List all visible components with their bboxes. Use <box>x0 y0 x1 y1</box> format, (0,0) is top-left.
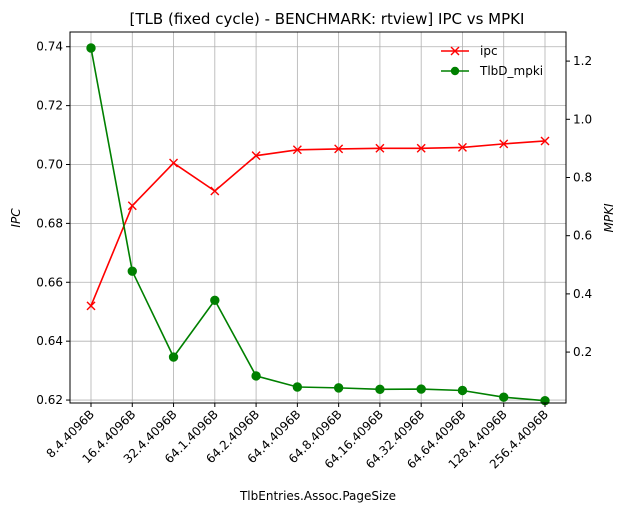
data-point-TlbD_mpki <box>416 384 426 394</box>
legend: ipc TlbD_mpki <box>441 44 543 78</box>
grid <box>70 32 566 403</box>
data-point-ipc <box>169 158 179 168</box>
x-marker-stroke <box>499 139 509 149</box>
x-marker-stroke <box>251 151 261 161</box>
data-point-ipc <box>334 144 344 154</box>
data-point-ipc <box>251 151 261 161</box>
x-marker-stroke <box>457 142 467 152</box>
y-axis-label-left: IPC <box>9 208 23 228</box>
y-axis-label-right: MPKI <box>602 203 616 232</box>
x-marker-stroke <box>127 201 137 211</box>
data-point-TlbD_mpki <box>127 266 137 276</box>
data-point-TlbD_mpki <box>375 384 385 395</box>
x-marker-stroke <box>86 301 96 311</box>
data-point-TlbD_mpki <box>168 352 179 362</box>
x-marker-stroke <box>334 144 344 154</box>
y-tick-label-right: 1.2 <box>573 54 592 68</box>
series-line-ipc <box>90 140 546 307</box>
x-marker-stroke <box>375 143 385 153</box>
x-marker-stroke <box>169 158 179 168</box>
data-point-ipc <box>292 145 302 155</box>
legend-marker-TlbD_mpki <box>450 66 460 76</box>
y-tick-label-left: 0.72 <box>36 99 63 113</box>
data-point-TlbD_mpki <box>333 383 344 393</box>
data-point-TlbD_mpki <box>457 385 468 396</box>
data-point-ipc <box>210 186 220 196</box>
y-tick-label-right: 0.6 <box>573 229 592 243</box>
data-point-TlbD_mpki <box>251 371 261 381</box>
y-tick-label-left: 0.66 <box>36 275 63 289</box>
y-tick-label-left: 0.64 <box>36 334 63 348</box>
data-point-TlbD_mpki <box>86 43 96 53</box>
x-marker-stroke <box>416 143 426 153</box>
plot-frame <box>69 31 567 404</box>
data-point-ipc <box>540 136 550 146</box>
data-point-ipc <box>457 142 467 152</box>
data-point-ipc <box>127 201 137 211</box>
y-tick-label-right: 1.0 <box>573 112 592 126</box>
legend-label-TlbD_mpki: TlbD_mpki <box>479 64 543 78</box>
chart-title: [TLB (fixed cycle) - BENCHMARK: rtview] … <box>130 10 525 28</box>
y-tick-label-right: 0.4 <box>573 287 592 301</box>
x-axis-label: TlbEntries.Assoc.PageSize <box>239 489 396 503</box>
y-tick-label-right: 0.2 <box>573 345 592 359</box>
y-tick-label-left: 0.74 <box>36 40 63 54</box>
data-point-ipc <box>86 301 96 311</box>
data-point-ipc <box>375 143 385 153</box>
series-layer <box>86 43 550 406</box>
axes: 8.4.4096B16.4.4096B32.4.4096B64.1.4096B6… <box>36 40 592 472</box>
data-point-ipc <box>416 143 426 153</box>
data-point-ipc <box>499 139 509 149</box>
data-point-TlbD_mpki <box>292 382 303 392</box>
x-marker-stroke <box>210 186 220 196</box>
series-line-TlbD_mpki <box>90 47 546 402</box>
y-tick-label-left: 0.68 <box>36 216 63 230</box>
x-marker-stroke <box>540 136 550 146</box>
y-tick-label-left: 0.70 <box>36 158 63 172</box>
legend-label-ipc: ipc <box>480 44 498 58</box>
y-tick-label-right: 0.8 <box>573 170 592 184</box>
data-point-TlbD_mpki <box>499 392 509 402</box>
y-tick-label-left: 0.62 <box>36 393 63 407</box>
legend-marker-ipc <box>450 46 460 56</box>
x-marker-stroke <box>292 145 302 155</box>
data-point-TlbD_mpki <box>210 295 220 305</box>
